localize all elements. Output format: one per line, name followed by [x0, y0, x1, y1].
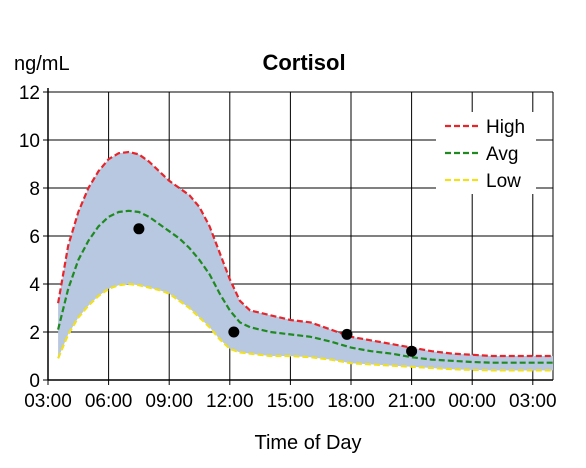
x-tick-label: 12:00: [206, 391, 254, 412]
legend-label-avg: Avg: [486, 144, 518, 165]
y-tick-label: 2: [29, 323, 40, 344]
x-tick-label: 03:00: [24, 391, 72, 412]
x-axis-label: Time of Day: [254, 432, 361, 454]
tick-labels: 0 2 4 6 8 10 12 03:00 06:00 09:00 12:00 15:00 18:00 2…: [19, 83, 557, 412]
x-tick-label: 06:00: [85, 391, 133, 412]
y-axis-label: ng/mL: [14, 53, 70, 75]
y-tick-label: 10: [19, 131, 40, 152]
y-tick-label: 8: [29, 179, 40, 200]
legend-label-low: Low: [486, 171, 521, 192]
y-tick-label: 0: [29, 371, 40, 392]
y-tick-label: 4: [29, 275, 40, 296]
legend: High Avg Low: [436, 112, 536, 194]
data-point: [133, 223, 145, 235]
axes: [43, 88, 553, 385]
legend-label-high: High: [486, 117, 525, 138]
y-tick-label: 6: [29, 227, 40, 248]
data-point: [406, 345, 418, 357]
data-point: [228, 326, 240, 338]
x-tick-label: 18:00: [327, 391, 375, 412]
x-tick-label: 09:00: [145, 391, 193, 412]
x-tick-label: 03:00: [509, 391, 557, 412]
x-tick-label: 21:00: [388, 391, 436, 412]
series-line-high: [57, 150, 553, 358]
x-tick-label: 00:00: [448, 391, 496, 412]
chart-title: Cortisol: [262, 50, 345, 75]
high-low-band: [58, 152, 553, 371]
data-points: [133, 223, 418, 357]
legend-box: [436, 112, 536, 194]
x-tick-label: 15:00: [267, 391, 315, 412]
series-lines: [57, 150, 553, 372]
y-tick-label: 12: [19, 83, 40, 104]
data-point: [341, 328, 353, 340]
series-line-low: [57, 282, 553, 372]
